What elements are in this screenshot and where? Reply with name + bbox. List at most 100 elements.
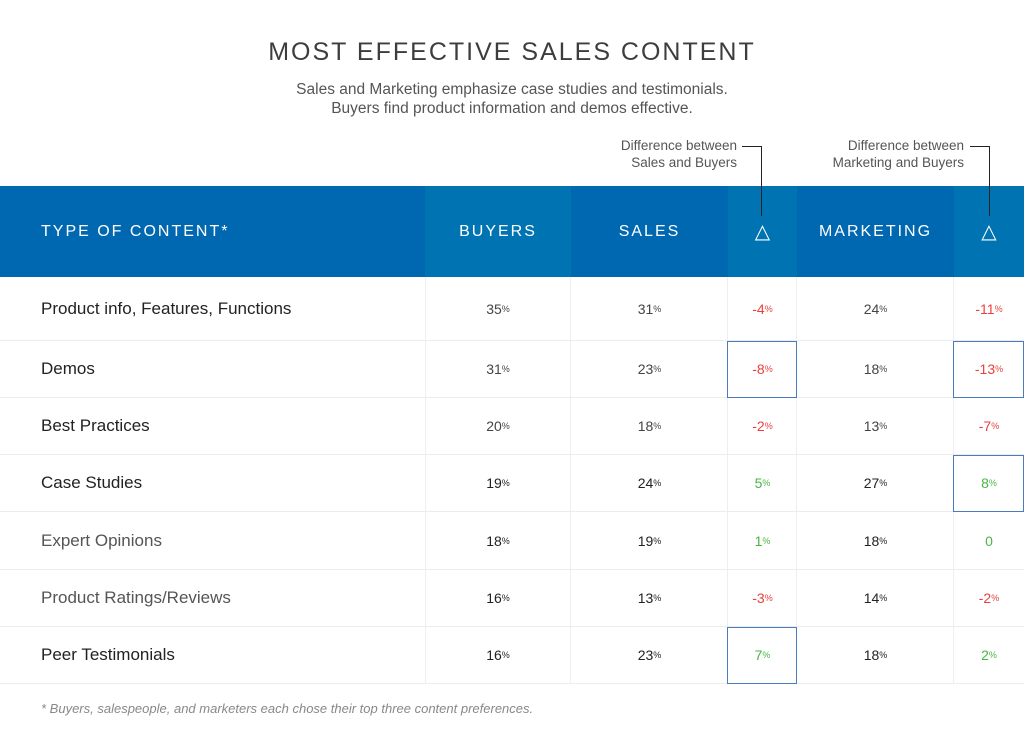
cell-sales: 24% <box>571 455 728 511</box>
marketing-diff-leader-v <box>989 146 990 216</box>
grid-line <box>727 277 728 684</box>
sales-diff-annotation: Difference between Sales and Buyers <box>621 137 737 171</box>
grid-line <box>796 277 797 684</box>
cell-sales: 18% <box>571 398 728 454</box>
cell-sales: 31% <box>571 277 728 340</box>
cell-buyers: 19% <box>425 455 571 511</box>
cell-value: 13 <box>863 418 880 434</box>
percent-sign: % <box>764 364 773 374</box>
cell-value: 31 <box>637 300 654 317</box>
cell-sales-delta: -2% <box>728 398 797 454</box>
percent-sign: % <box>653 364 662 374</box>
percent-sign: % <box>991 421 1000 431</box>
column-header-marketing: MARKETING <box>797 186 954 277</box>
cell-sales: 23% <box>571 341 728 397</box>
percent-sign: % <box>988 650 997 660</box>
cell-value: 13 <box>637 590 654 606</box>
percent-sign: % <box>501 593 510 603</box>
cell-marketing-delta: 2% <box>954 627 1024 683</box>
cell-value: 7 <box>754 647 763 663</box>
cell-value: 31 <box>486 361 502 377</box>
table-row: Case Studies 19% 24% 5% 27% 8% <box>0 455 1024 512</box>
percent-sign: % <box>991 593 1000 603</box>
highlight-box <box>953 341 1024 398</box>
cell-marketing: 24% <box>797 277 954 340</box>
cell-marketing: 14% <box>797 570 954 626</box>
percent-sign: % <box>879 421 888 431</box>
cell-sales: 13% <box>571 570 728 626</box>
row-label: Peer Testimonials <box>41 645 175 664</box>
cell-sales: 23% <box>571 627 728 683</box>
percent-sign: % <box>653 535 662 546</box>
cell-marketing-delta: -13% <box>954 341 1024 397</box>
cell-marketing-delta: 0 <box>954 512 1024 569</box>
cell-value: 24 <box>863 300 880 317</box>
cell-value: 19 <box>486 475 502 491</box>
subtitle-line-2: Buyers find product information and demo… <box>331 100 693 117</box>
cell-value: -13 <box>974 361 996 377</box>
cell-marketing: 18% <box>797 627 954 683</box>
cell-buyers: 16% <box>425 570 571 626</box>
cell-marketing-delta: 8% <box>954 455 1024 511</box>
percent-sign: % <box>879 478 888 488</box>
percent-sign: % <box>879 650 888 660</box>
footnote: * Buyers, salespeople, and marketers eac… <box>41 701 534 716</box>
grid-line <box>570 277 571 684</box>
row-label: Product info, Features, Functions <box>41 298 292 318</box>
cell-value: 16 <box>486 647 502 663</box>
percent-sign: % <box>995 364 1004 374</box>
cell-sales-delta: 1% <box>728 512 797 569</box>
cell-value: 35 <box>486 300 502 317</box>
marketing-diff-line-1: Difference between <box>847 138 964 153</box>
cell-marketing: 27% <box>797 455 954 511</box>
cell-sales-delta: 7% <box>728 627 797 683</box>
sales-diff-leader-v2 <box>761 186 762 216</box>
percent-sign: % <box>501 364 510 374</box>
column-header-buyers: BUYERS <box>425 186 571 277</box>
cell-sales-delta: -8% <box>728 341 797 397</box>
cell-value: 19 <box>637 532 654 549</box>
cell-buyers: 18% <box>425 512 571 569</box>
marketing-diff-leader-h <box>970 146 990 147</box>
percent-sign: % <box>879 303 888 314</box>
percent-sign: % <box>764 593 773 603</box>
cell-value: -11 <box>975 300 995 317</box>
cell-value: 0 <box>985 532 993 549</box>
cell-marketing: 13% <box>797 398 954 454</box>
cell-value: 2 <box>981 647 989 663</box>
column-header-type: TYPE OF CONTENT* <box>0 186 425 277</box>
highlight-box <box>727 627 797 684</box>
percent-sign: % <box>988 478 997 488</box>
percent-sign: % <box>994 303 1003 314</box>
row-label: Case Studies <box>41 473 143 492</box>
delta-icon: △ <box>981 221 997 243</box>
column-header-sales: SALES <box>571 186 728 277</box>
percent-sign: % <box>501 535 510 546</box>
sales-diff-line-2: Sales and Buyers <box>631 155 737 170</box>
cell-marketing-delta: -2% <box>954 570 1024 626</box>
percent-sign: % <box>764 303 773 314</box>
table-row: Peer Testimonials 16% 23% 7% 18% 2% <box>0 627 1024 684</box>
percent-sign: % <box>762 650 771 660</box>
marketing-diff-annotation: Difference between Marketing and Buyers <box>833 137 964 171</box>
cell-value: -2 <box>978 590 992 606</box>
row-label: Product Ratings/Reviews <box>41 588 231 607</box>
percent-sign: % <box>501 421 510 431</box>
subtitle: Sales and Marketing emphasize case studi… <box>0 80 1024 118</box>
percent-sign: % <box>653 478 662 488</box>
marketing-diff-leader-v2 <box>989 186 990 216</box>
grid-line <box>425 277 426 684</box>
cell-value: -8 <box>752 361 765 377</box>
percent-sign: % <box>653 421 662 431</box>
cell-value: 27 <box>863 475 880 491</box>
table-row: Best Practices 20% 18% -2% 13% -7% <box>0 398 1024 455</box>
column-header-sales-delta: △ <box>728 186 797 277</box>
cell-buyers: 31% <box>425 341 571 397</box>
cell-value: 23 <box>637 647 654 663</box>
cell-value: 18 <box>637 418 654 434</box>
cell-value: 23 <box>637 361 654 377</box>
percent-sign: % <box>879 535 888 546</box>
delta-icon: △ <box>754 221 771 243</box>
cell-value: 14 <box>863 590 880 606</box>
sales-diff-leader-h <box>742 146 762 147</box>
